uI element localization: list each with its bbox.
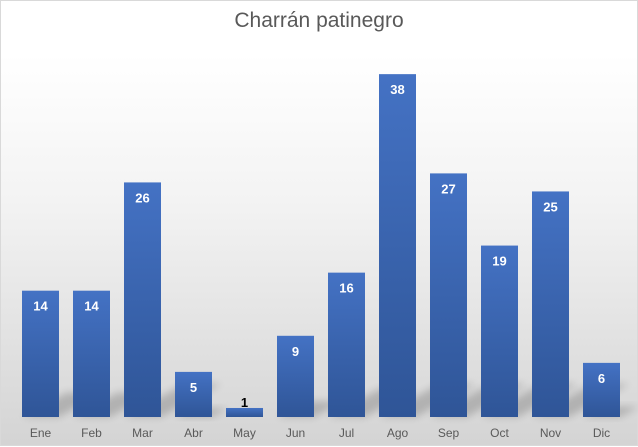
bar-jul bbox=[328, 272, 365, 417]
x-tick-label: Jul bbox=[339, 426, 354, 440]
value-label: 9 bbox=[292, 344, 299, 359]
bar-feb bbox=[73, 290, 110, 417]
value-label: 5 bbox=[190, 380, 197, 395]
value-label: 16 bbox=[339, 281, 353, 296]
value-label: 25 bbox=[543, 199, 557, 214]
value-label: 14 bbox=[84, 299, 99, 314]
bar-abr bbox=[175, 371, 212, 417]
bar-oct bbox=[481, 245, 518, 417]
value-label: 38 bbox=[390, 82, 404, 97]
x-tick-label: Oct bbox=[490, 426, 509, 440]
value-label: 26 bbox=[135, 190, 149, 205]
value-label: 19 bbox=[492, 254, 506, 269]
x-tick-label: May bbox=[233, 426, 256, 440]
x-tick-label: Jun bbox=[286, 426, 305, 440]
bar-ene bbox=[22, 290, 59, 417]
x-tick-label: Abr bbox=[184, 426, 203, 440]
x-tick-label: Ago bbox=[387, 426, 409, 440]
bar-nov bbox=[532, 191, 569, 417]
bar-dic bbox=[583, 362, 620, 417]
x-tick-label: Ene bbox=[30, 426, 52, 440]
bar-sep bbox=[430, 173, 467, 417]
value-label: 14 bbox=[33, 299, 48, 314]
x-tick-label: Sep bbox=[438, 426, 460, 440]
x-tick-label: Dic bbox=[593, 426, 610, 440]
value-label: 1 bbox=[241, 395, 248, 410]
bar-ago bbox=[379, 74, 416, 418]
value-label: 6 bbox=[598, 371, 605, 386]
bar-mar bbox=[124, 182, 161, 417]
bar-jun bbox=[277, 335, 314, 417]
x-tick-label: Mar bbox=[132, 426, 153, 440]
bar-may bbox=[226, 407, 263, 417]
x-tick-label: Nov bbox=[540, 426, 561, 440]
x-tick-label: Feb bbox=[81, 426, 102, 440]
value-label: 27 bbox=[441, 181, 455, 196]
chart-title: Charrán patinegro bbox=[234, 9, 404, 32]
